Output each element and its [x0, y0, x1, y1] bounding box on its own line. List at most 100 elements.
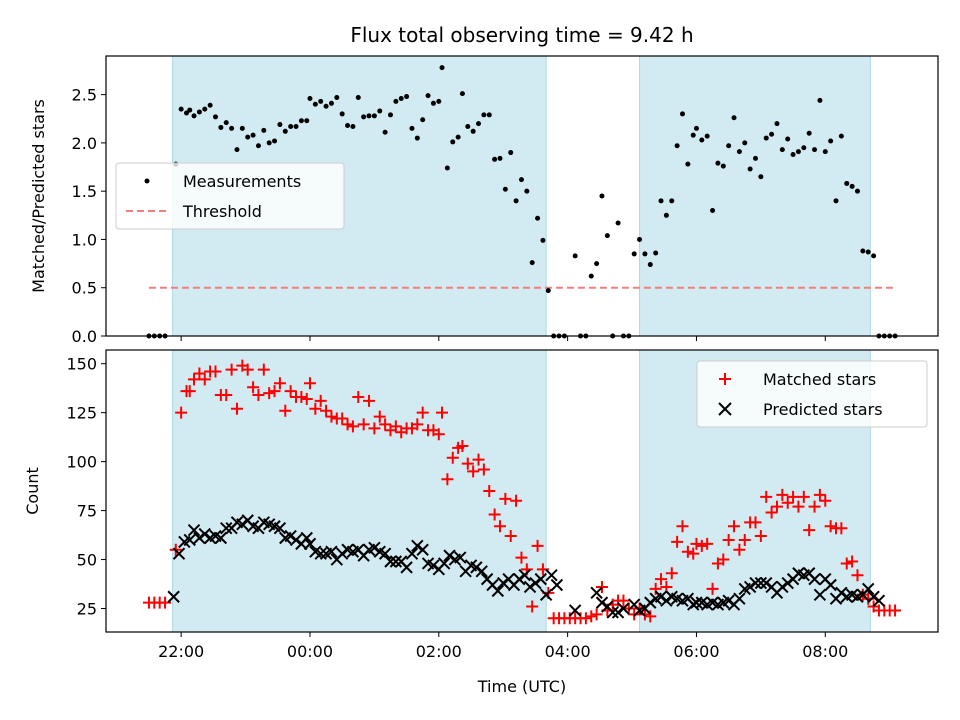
predicted-star-point — [284, 529, 297, 543]
predicted-star-point — [754, 576, 768, 590]
measurement-point — [833, 198, 839, 204]
predicted-star-point — [690, 596, 703, 609]
measurement-point — [615, 220, 621, 226]
predicted-star-point — [300, 531, 313, 545]
predicted-star-point — [835, 586, 848, 600]
matched-star-point — [728, 520, 741, 533]
predicted-star-point — [400, 561, 413, 574]
measurement-point — [387, 112, 393, 118]
measurement-point — [234, 147, 240, 153]
ratio-y-tick-label: 1.5 — [72, 182, 97, 201]
matched-star-point — [209, 365, 222, 378]
measurement-point — [414, 135, 420, 141]
matched-star-point — [770, 500, 783, 513]
measurement-point — [439, 65, 445, 71]
predicted-star-point — [606, 606, 619, 619]
ratio-y-tick-label: 2.0 — [72, 134, 97, 153]
matched-star-point — [159, 596, 172, 609]
ratio-legend: Measurements Threshold — [115, 162, 345, 230]
count-y-tick-label: 25 — [77, 600, 97, 619]
predicted-star-point — [654, 590, 668, 603]
matched-star-point — [690, 537, 703, 550]
measurement-point — [323, 103, 329, 109]
measurement-point — [459, 91, 465, 97]
measurement-point — [202, 106, 208, 112]
measurement-point — [731, 115, 737, 121]
matched-star-point — [352, 391, 365, 403]
matched-star-point — [660, 580, 673, 593]
ratio-y-tick-label: 0.5 — [72, 279, 97, 298]
matched-star-point — [738, 533, 751, 546]
measurement-point — [758, 174, 764, 180]
predicted-star-point — [198, 527, 211, 541]
matched-star-point — [579, 612, 592, 625]
measurement-point — [679, 111, 685, 117]
predicted-star-point — [867, 590, 880, 603]
measurement-point — [250, 132, 256, 138]
matched-star-point — [531, 539, 544, 552]
matched-star-point — [263, 387, 276, 400]
matched-star-point — [432, 428, 445, 441]
predicted-star-point — [470, 561, 483, 574]
measurement-point — [658, 198, 664, 204]
predicted-star-point — [733, 592, 746, 605]
predicted-star-point — [335, 547, 349, 560]
measurement-point — [277, 122, 283, 128]
measurement-point — [710, 207, 716, 213]
measurement-point — [312, 101, 318, 107]
measurement-point — [307, 95, 313, 101]
measurements-legend-label: Measurements — [183, 172, 301, 191]
matched-star-point — [188, 373, 201, 386]
measurement-point — [502, 186, 508, 192]
matched-star-point — [733, 543, 746, 556]
predicted-star-point — [167, 590, 180, 603]
measurement-point — [377, 108, 383, 114]
matched-star-point — [363, 394, 376, 407]
predicted-star-point — [416, 543, 429, 556]
measurement-point — [282, 128, 288, 134]
measurement-point — [594, 261, 600, 267]
measurement-point — [444, 165, 450, 171]
measurement-point — [455, 134, 461, 140]
measurement-point — [704, 133, 710, 139]
measurement-point — [865, 249, 871, 255]
predicted-star-point — [193, 531, 206, 545]
measurement-point — [355, 95, 361, 101]
predicted-star-point — [378, 547, 392, 560]
measurement-point — [540, 237, 546, 243]
measurement-point — [653, 250, 659, 256]
measurement-point — [572, 253, 578, 259]
matched-star-point — [252, 389, 265, 402]
predicted-star-point — [368, 541, 381, 554]
matched-star-point — [357, 418, 370, 431]
matched-star-point — [649, 582, 662, 595]
predicted-star-point — [539, 588, 553, 601]
matched-star-point — [687, 547, 700, 560]
measurement-point — [685, 161, 691, 167]
measurement-point — [436, 98, 442, 104]
measurement-point — [604, 233, 610, 239]
threshold-legend-label: Threshold — [182, 202, 262, 221]
matched-star-point — [368, 422, 381, 435]
measurement-point — [860, 248, 866, 254]
matched-star-point — [846, 555, 859, 568]
matched-star-point — [183, 385, 196, 398]
predicted-star-point — [568, 604, 582, 617]
matched-star-point — [840, 557, 853, 570]
predicted-star-point — [491, 584, 505, 598]
predicted-star-point — [289, 533, 303, 547]
matched-star-point — [436, 406, 449, 419]
predicted-star-point — [776, 580, 789, 594]
predicted-star-point — [660, 594, 673, 607]
predicted-star-point — [529, 576, 542, 590]
matched-star-point — [717, 553, 730, 566]
matched-star-point — [241, 363, 254, 376]
measurement-point — [785, 136, 791, 142]
measurement-point — [239, 125, 245, 131]
matched-star-point — [341, 418, 354, 431]
predicted-stars-legend-label: Predicted stars — [763, 400, 883, 419]
matched-star-point — [295, 391, 308, 403]
measurement-point — [361, 114, 367, 120]
predicted-star-point — [611, 606, 625, 619]
matched-star-point — [279, 404, 292, 417]
